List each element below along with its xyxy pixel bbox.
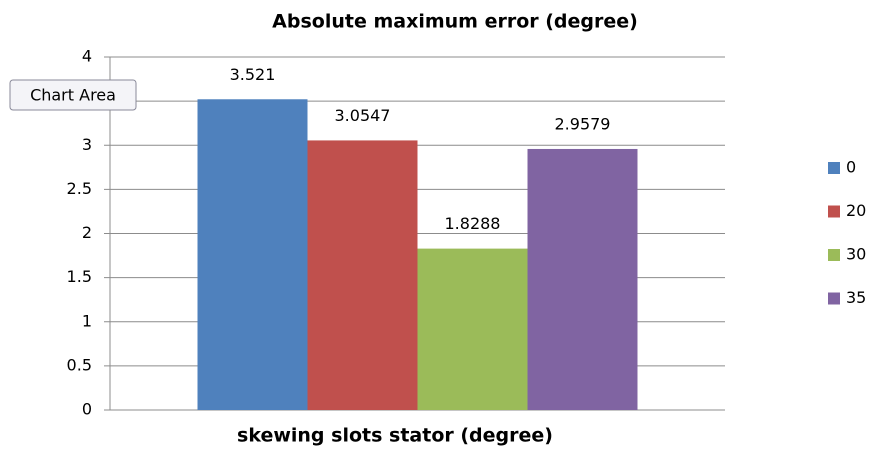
chart-title: Absolute maximum error (degree) — [272, 11, 638, 33]
legend-label: 20 — [846, 201, 866, 220]
legend-label: 35 — [846, 288, 866, 307]
y-tick-label: 0 — [82, 400, 92, 419]
bar — [197, 99, 308, 410]
y-tick-label: 2.5 — [67, 179, 92, 198]
legend-swatch — [828, 162, 840, 174]
y-tick-label: 0.5 — [67, 355, 92, 374]
data-label: 1.8288 — [445, 214, 501, 233]
tooltip-text: Chart Area — [30, 86, 116, 105]
legend-swatch — [828, 205, 840, 218]
tooltip-box — [9, 79, 137, 111]
legend-swatch — [828, 292, 840, 305]
legend-swatch — [828, 249, 840, 261]
y-tick-label: 1.5 — [67, 267, 92, 286]
data-label: 2.9579 — [555, 114, 611, 133]
y-tick-label: 4 — [82, 47, 92, 66]
data-label: 3.0547 — [335, 106, 391, 125]
bar — [417, 248, 528, 410]
y-tick-label: 1 — [82, 311, 92, 330]
bar — [527, 148, 638, 410]
bar — [307, 140, 418, 410]
x-axis-label: skewing slots stator (degree) — [237, 425, 553, 447]
y-tick-label: 3 — [82, 135, 92, 154]
legend-label: 0 — [846, 158, 856, 177]
data-label: 3.521 — [230, 65, 276, 84]
legend-label: 30 — [846, 245, 866, 264]
y-tick-label: 2 — [82, 223, 92, 242]
